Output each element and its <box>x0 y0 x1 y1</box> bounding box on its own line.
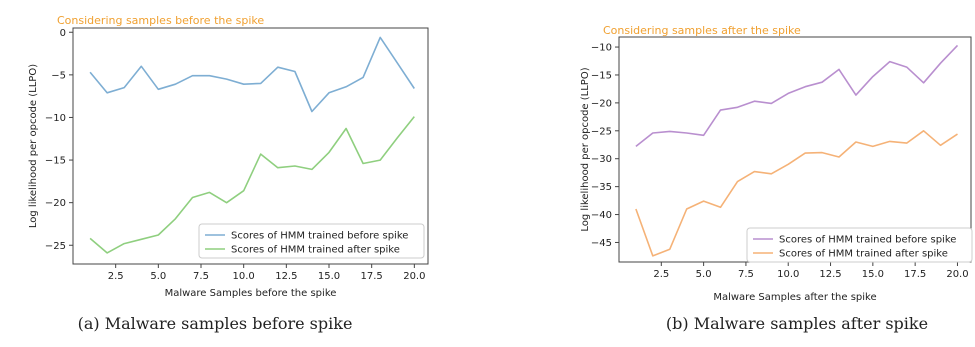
chart-0-caption: (a) Malware samples before spike <box>78 314 353 333</box>
chart-1-x-tick-label: 15.0 <box>862 269 884 280</box>
chart-1-legend-label-0: Scores of HMM trained before spike <box>779 235 956 246</box>
chart-panel-b: Considering samples after the spike 2.5 5.… <box>580 24 973 333</box>
chart-1-series-line-0 <box>635 44 959 148</box>
chart-0-x-tick-label: 12.5 <box>275 271 297 282</box>
chart-1-x-tick-label: 17.5 <box>904 269 926 280</box>
chart-0-x-tick-label: 15.0 <box>318 271 340 282</box>
chart-0-y-axis-label: Log likelihood per opcode (LLPO) <box>28 64 39 228</box>
chart-0-y-tick-label: −25 <box>45 241 66 252</box>
chart-0-legend-box <box>198 223 425 259</box>
chart-1-x-tick-label: 2.5 <box>653 269 669 280</box>
chart-1-series-line-1 <box>635 130 958 257</box>
chart-1-legend-box <box>746 227 973 263</box>
chart-1-x-tick-label: 20.0 <box>946 269 968 280</box>
chart-1-title: Considering samples after the spike <box>603 24 801 37</box>
chart-0-y-tick-label: −5 <box>51 70 66 81</box>
chart-1-caption: (b) Malware samples after spike <box>666 314 928 333</box>
chart-0-title: Considering samples before the spike <box>57 14 264 27</box>
chart-1-legend-label-1: Scores of HMM trained after spike <box>779 249 948 260</box>
chart-1-y-tick-label: −15 <box>591 70 612 81</box>
chart-0-legend: Scores of HMM trained before spike Scores… <box>198 223 425 259</box>
chart-0-y-tick-label: −10 <box>45 113 66 124</box>
chart-1-legend: Scores of HMM trained before spike Scores… <box>746 227 973 263</box>
chart-1-y-tick-label: −35 <box>591 182 612 193</box>
chart-1-y-tick-label: −20 <box>591 98 612 109</box>
chart-1-x-tick-label: 12.5 <box>819 269 841 280</box>
chart-0-x-tick-label: 7.5 <box>193 271 209 282</box>
chart-1-y-tick-label: −10 <box>591 43 612 54</box>
chart-0-x-tick-label: 5.0 <box>150 271 166 282</box>
chart-0-x-tick-label: 2.5 <box>108 271 124 282</box>
chart-0-x-tick-label: 17.5 <box>361 271 383 282</box>
chart-0-x-axis-label: Malware Samples before the spike <box>165 288 337 299</box>
chart-panel-a: Considering samples before the spike 2.5 5… <box>28 14 429 333</box>
chart-1-y-tick-label: −45 <box>591 238 612 249</box>
chart-0-legend-label-0: Scores of HMM trained before spike <box>231 231 408 242</box>
chart-0-y-tick-label: −15 <box>45 156 66 167</box>
chart-0-x-tick-label: 20.0 <box>403 271 425 282</box>
chart-0-legend-label-1: Scores of HMM trained after spike <box>231 245 400 256</box>
chart-1-x-tick-label: 7.5 <box>738 269 754 280</box>
chart-1-y-axis-label: Log likelihood per opcode (LLPO) <box>580 67 591 231</box>
chart-0-y-tick-label: 0 <box>60 28 66 39</box>
chart-1-x-tick-label: 5.0 <box>696 269 712 280</box>
chart-1-y-tick-label: −25 <box>591 126 612 137</box>
chart-0-y-tick-label: −20 <box>45 198 66 209</box>
chart-1-x-tick-label: 10.0 <box>777 269 799 280</box>
chart-0-series-line-0 <box>89 36 415 113</box>
chart-0-series-line-1 <box>89 116 415 254</box>
chart-1-y-tick-label: −30 <box>591 154 612 165</box>
chart-1-x-axis-label: Malware Samples after the spike <box>713 292 876 303</box>
chart-1-y-tick-label: −40 <box>591 210 612 221</box>
chart-0-x-tick-label: 10.0 <box>233 271 255 282</box>
chart-0-plot-frame <box>72 27 429 265</box>
